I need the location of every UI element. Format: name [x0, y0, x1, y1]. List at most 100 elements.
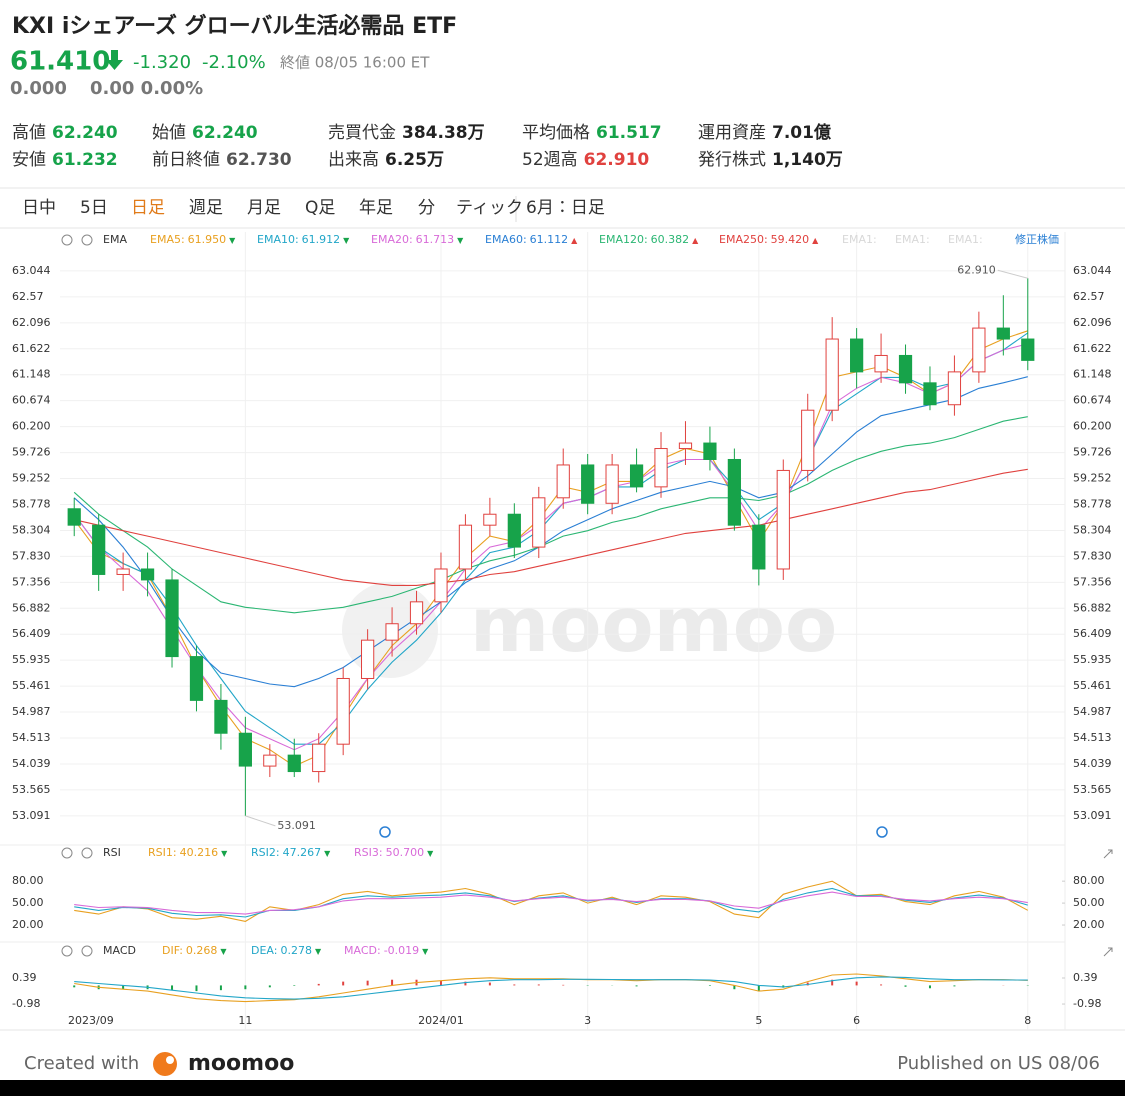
tab[interactable]: 日中 — [22, 198, 56, 218]
candle-body — [140, 568, 155, 581]
candle-body — [238, 732, 252, 767]
stat-label: 安値 — [12, 150, 46, 170]
tab[interactable]: Q足 — [305, 198, 335, 218]
legend-item: DEA: 0.278 ▼ — [251, 944, 322, 957]
legend-item: RSI3: 50.700 ▼ — [354, 846, 434, 859]
y-tick-label: 55.935 — [12, 653, 51, 666]
indicator-line — [73, 332, 1029, 745]
bottom-bar — [0, 1080, 1125, 1096]
y-tick-label-right: 58.304 — [1073, 523, 1112, 536]
y-tick-label: 60.200 — [12, 420, 51, 433]
tab[interactable]: 年足 — [359, 198, 393, 218]
settings-icon[interactable] — [61, 847, 73, 859]
legend-value: -0.019 — [384, 944, 419, 957]
y-tick-label-right: 0.39 — [1073, 971, 1098, 984]
tab[interactable]: ティック — [456, 198, 523, 218]
close-icon[interactable] — [81, 945, 93, 957]
legend-trend: ▼ — [427, 849, 434, 858]
x-tick-label: 6 — [853, 1014, 860, 1027]
footer-created: Created with — [24, 1053, 139, 1074]
y-tick-label-right: 54.039 — [1073, 757, 1112, 770]
ext-change: 0.00 0.00% — [90, 78, 203, 99]
y-tick-label: 80.00 — [12, 874, 44, 887]
price: 61.410 — [10, 47, 110, 77]
candle-body — [581, 464, 595, 504]
candle-body — [752, 524, 766, 570]
tab[interactable]: 5日 — [80, 198, 108, 218]
y-tick-label-right: 55.461 — [1073, 679, 1112, 692]
candle-body — [898, 354, 913, 384]
legend-value: 61.950 — [188, 233, 227, 246]
indicator-name[interactable]: EMA — [103, 233, 127, 246]
tab[interactable]: 分 — [418, 198, 435, 218]
legend-item: RSI2: 47.267 ▼ — [251, 846, 331, 859]
legend-name: RSI3: — [354, 846, 383, 859]
y-tick-label: 63.044 — [12, 264, 51, 277]
legend-name: EMA20: — [371, 233, 413, 246]
stat: 高値 62.240 — [12, 123, 118, 143]
tab[interactable]: 6月：日足 — [526, 198, 605, 218]
legend-item: DIF: 0.268 ▼ — [162, 944, 227, 957]
indicator-line — [73, 330, 1028, 767]
footer-logo — [153, 1052, 177, 1076]
y-tick-label-right: 60.200 — [1073, 420, 1112, 433]
down-arrow-icon — [106, 50, 123, 70]
stat: 発行株式 1,140万 — [698, 150, 843, 170]
legend-trend: ▲ — [571, 236, 578, 245]
y-tick-label: 62.57 — [12, 290, 44, 303]
x-tick-label: 11 — [238, 1014, 252, 1027]
y-tick-label: 59.726 — [12, 446, 51, 459]
legend-faded: EMA1: — [948, 233, 983, 246]
y-tick-label-right: 50.00 — [1073, 896, 1105, 909]
indicator-name[interactable]: RSI — [103, 846, 121, 859]
legend-name: EMA10: — [257, 233, 299, 246]
stat: 平均価格 61.517 — [522, 123, 662, 143]
candle-body — [678, 442, 693, 450]
annotation-leader — [997, 269, 1028, 279]
y-tick-label-right: 56.409 — [1073, 627, 1112, 640]
close-icon[interactable] — [81, 234, 93, 246]
expand-icon[interactable] — [1103, 947, 1113, 957]
y-tick-label-right: 60.674 — [1073, 394, 1112, 407]
candle-body — [92, 524, 106, 575]
event-icon[interactable] — [379, 826, 391, 838]
stat-value: 384.38万 — [402, 123, 485, 143]
legend-item: EMA250: 59.420 ▲ — [719, 233, 819, 246]
candle-body — [507, 513, 521, 548]
settings-icon[interactable] — [61, 945, 73, 957]
tab[interactable]: 日足 — [131, 198, 165, 218]
legend-trend: ▼ — [220, 947, 227, 956]
expand-icon[interactable] — [1103, 849, 1113, 859]
tab[interactable]: 週足 — [189, 198, 223, 218]
legend-trend: ▼ — [315, 947, 322, 956]
candle-body — [409, 601, 424, 625]
candle-body — [312, 743, 326, 773]
y-tick-label-right: -0.98 — [1073, 997, 1101, 1010]
y-tick-label: 57.830 — [12, 549, 51, 562]
title: KXI iシェアーズ グローバル生活必需品 ETF — [12, 13, 457, 39]
x-tick-label: 5 — [755, 1014, 762, 1027]
candle-body — [850, 338, 864, 373]
indicator-name[interactable]: MACD — [103, 944, 136, 957]
indicator-line — [74, 887, 1028, 918]
candle-body — [874, 354, 888, 373]
y-tick-label: 0.39 — [12, 971, 37, 984]
indicator-line — [74, 973, 1028, 1003]
stat-value: 61.517 — [596, 123, 662, 143]
footer-published: Published on US 08/06 — [897, 1053, 1100, 1074]
y-tick-label-right: 54.987 — [1073, 705, 1112, 718]
settings-icon[interactable] — [61, 234, 73, 246]
legend-item: RSI1: 40.216 ▼ — [148, 846, 228, 859]
candle-body — [532, 497, 546, 548]
stat-value: 62.240 — [192, 123, 258, 143]
legend-item: MACD: -0.019 ▼ — [344, 944, 429, 957]
adjust-label[interactable]: 修正株価 — [1015, 232, 1059, 246]
tab[interactable]: 月足 — [247, 198, 281, 218]
close-icon[interactable] — [81, 847, 93, 859]
watermark: moomoo — [470, 580, 837, 669]
event-icon[interactable] — [876, 826, 888, 838]
y-tick-label: 62.096 — [12, 316, 51, 329]
indicator-line — [74, 891, 1028, 915]
